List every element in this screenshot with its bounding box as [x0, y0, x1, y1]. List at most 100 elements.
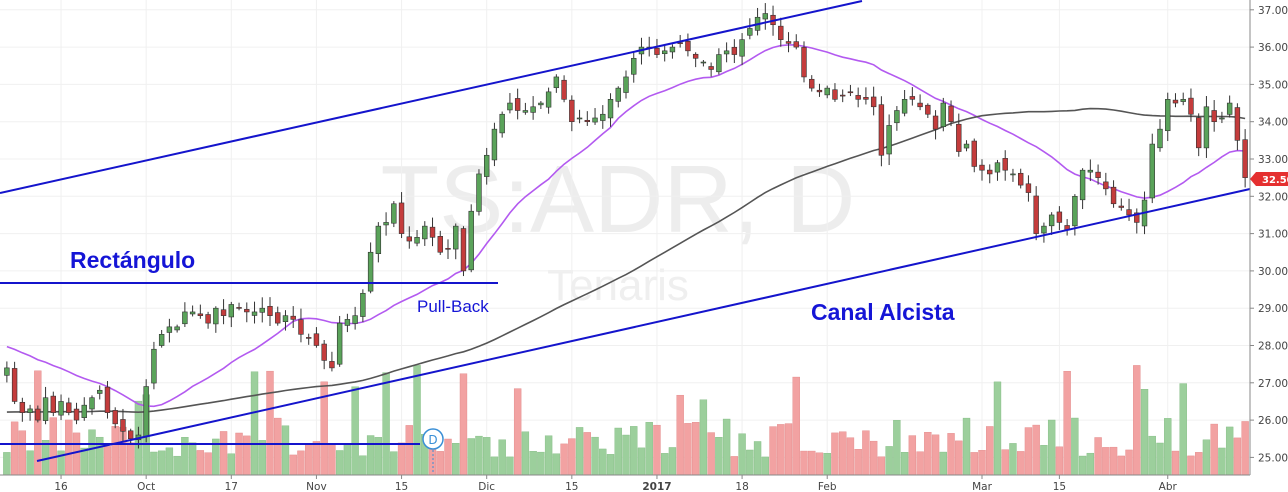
pullback-label: Pull-Back — [417, 297, 489, 316]
time-tick-label: Feb — [818, 481, 837, 492]
volume-bar — [955, 440, 963, 476]
candle — [1079, 169, 1086, 201]
volume-bar — [599, 448, 607, 476]
volume-bar — [1125, 449, 1133, 476]
volume-bar — [622, 434, 630, 476]
candle — [1211, 110, 1217, 122]
candle — [11, 368, 18, 402]
candle — [778, 25, 784, 40]
time-tick-label: 15 — [565, 481, 578, 492]
volume-bar — [103, 446, 112, 476]
volume-bar — [196, 450, 205, 476]
volume-bar — [893, 420, 901, 476]
volume-bar — [839, 431, 847, 476]
volume-bar — [343, 443, 352, 476]
time-axis[interactable]: 16 Oct 17 Nov 15 Dic 15 2017 18 Feb Mar 15 Abr — [54, 475, 1178, 492]
candle — [971, 140, 977, 167]
volume-bar — [10, 421, 19, 476]
candle — [909, 96, 916, 100]
candle — [615, 87, 621, 102]
candle — [538, 102, 544, 106]
volume-bar — [939, 451, 947, 476]
volume-bar — [885, 446, 893, 476]
volume-bar — [653, 424, 661, 476]
volume-bar — [3, 452, 11, 476]
candle — [569, 99, 575, 123]
candle — [460, 228, 467, 272]
time-tick-label: Mar — [972, 481, 992, 492]
dividend-marker[interactable] — [422, 428, 444, 450]
candle — [832, 89, 838, 100]
candle — [932, 115, 939, 130]
volume-bar — [637, 447, 646, 476]
candle — [522, 110, 529, 113]
price-axis[interactable]: 25.00 26.00 27.00 28.00 29.00 30.00 31.00 32.00… — [1250, 5, 1288, 465]
volume-bar — [1017, 451, 1025, 476]
volume-bar — [1063, 370, 1071, 476]
volume-bar — [746, 449, 754, 476]
moving-average-slow — [6, 107, 1246, 414]
volume-bar — [258, 440, 266, 476]
candle — [483, 154, 490, 177]
volume-bar — [467, 438, 475, 476]
volume-bar — [699, 399, 708, 476]
candle — [375, 225, 382, 254]
volume-bar — [281, 425, 290, 476]
candle — [1172, 99, 1179, 104]
candle — [1095, 171, 1101, 178]
volume-bar — [978, 450, 986, 476]
candle — [275, 312, 281, 324]
candle — [793, 41, 799, 48]
candle — [747, 28, 753, 36]
volume-bar — [1179, 383, 1187, 476]
volume-bar — [1202, 439, 1211, 476]
price-tick-label: 34.00 — [1258, 117, 1288, 129]
volume-bar — [374, 437, 383, 476]
volume-bar — [1071, 417, 1079, 476]
volume-bar — [305, 444, 313, 476]
candle — [383, 222, 389, 226]
candle — [669, 46, 676, 53]
candle — [886, 125, 892, 155]
candle — [1188, 97, 1194, 115]
candle — [282, 315, 289, 322]
candle — [545, 91, 552, 108]
volume-bar — [1001, 449, 1009, 476]
volume-bar — [900, 452, 909, 476]
volume-bar — [583, 432, 591, 476]
volume-bar — [777, 424, 785, 476]
candle — [925, 104, 931, 115]
volume-bar — [815, 452, 824, 476]
volume-bar — [127, 442, 135, 476]
candle — [344, 319, 351, 326]
price-tick-label: 25.00 — [1258, 452, 1288, 464]
volume-bars — [3, 365, 1249, 476]
volume-bar — [521, 431, 530, 476]
candle — [189, 311, 196, 315]
volume-bar — [498, 439, 506, 476]
volume-bar — [537, 451, 545, 476]
candle — [1118, 205, 1125, 208]
candle — [530, 106, 536, 113]
time-tick-label: 2017 — [642, 481, 671, 492]
candle — [4, 367, 10, 376]
volume-bar — [359, 455, 367, 476]
volume-bar — [72, 432, 81, 476]
last-price-tag — [1250, 172, 1288, 186]
candle — [1157, 128, 1163, 149]
volume-bar — [243, 435, 251, 476]
volume-bar — [846, 437, 855, 476]
candle — [1203, 106, 1210, 149]
volume-bar — [1164, 418, 1172, 476]
candle — [89, 397, 95, 410]
candle — [476, 173, 482, 212]
volume-bar — [715, 437, 723, 476]
candle — [58, 401, 64, 416]
volume-bar — [908, 435, 917, 476]
volume-bar — [769, 426, 777, 476]
volume-bar — [88, 429, 96, 476]
candle — [1149, 143, 1155, 199]
volume-bar — [970, 452, 978, 476]
volume-bar — [26, 450, 34, 476]
volume-bar — [1140, 389, 1149, 476]
